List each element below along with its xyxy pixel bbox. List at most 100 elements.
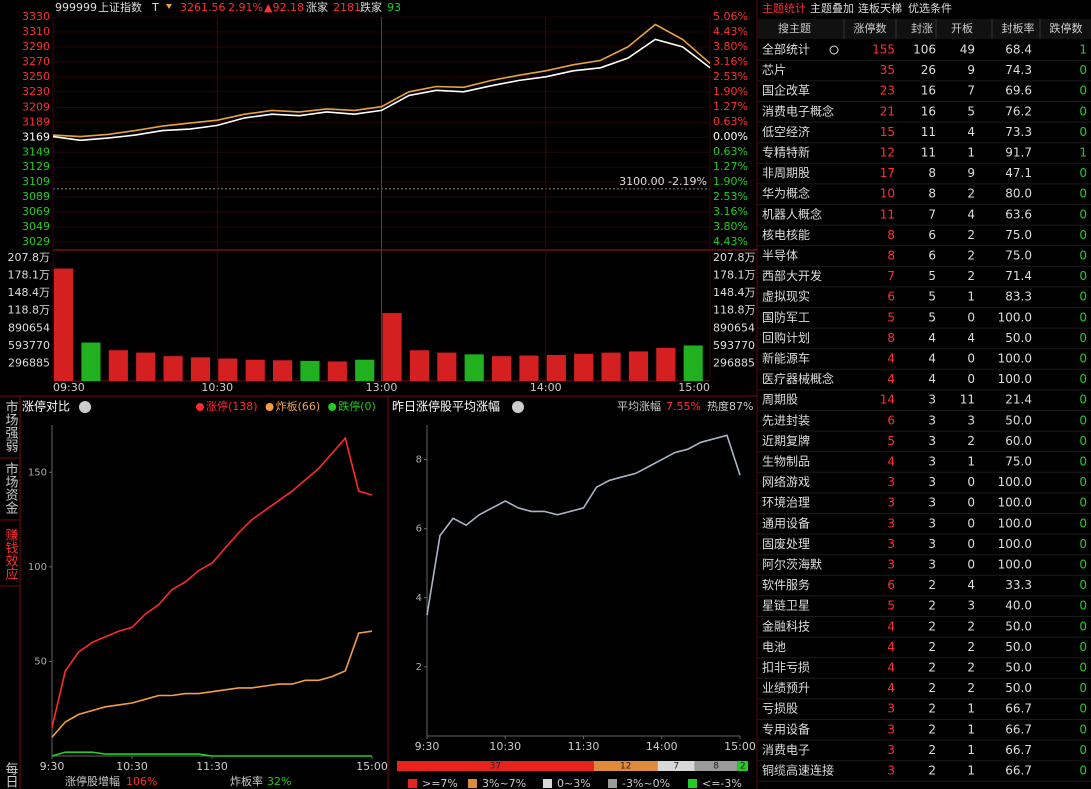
column-header[interactable]: 涨停数 — [854, 21, 887, 35]
legend-swatch — [408, 779, 417, 788]
row-name: 核电核能 — [762, 228, 810, 242]
volume-bar — [546, 354, 566, 381]
cell: 0 — [1079, 104, 1087, 118]
header-row — [758, 19, 1091, 39]
volume-bar — [464, 354, 484, 381]
volume-bar — [656, 347, 676, 381]
y-tick-label: 207.8万 — [8, 251, 51, 264]
info-icon[interactable] — [512, 401, 524, 413]
segment-label: 12 — [620, 762, 631, 772]
cell: 7 — [928, 207, 936, 221]
cell: 83.3 — [1005, 290, 1032, 304]
cell: 100.0 — [998, 537, 1032, 551]
y-tick-label: 50 — [34, 656, 47, 667]
y-tick-label: 3169 — [22, 130, 50, 143]
cell: 2 — [967, 228, 975, 242]
row-name: 半导体 — [762, 249, 798, 263]
y2-tick-label: 3.80% — [713, 40, 748, 53]
cell: 0 — [1079, 207, 1087, 221]
cell: 3 — [928, 455, 936, 469]
label: 热度87% — [707, 399, 753, 413]
row-name: 铜缆高速连接 — [762, 763, 834, 778]
tab[interactable]: 连板天梯 — [858, 1, 902, 15]
row-name: 新能源车 — [762, 351, 810, 366]
y2-tick-label: 1.27% — [713, 100, 748, 113]
y-tick-label: 2 — [416, 662, 422, 673]
cell: 0 — [1079, 702, 1087, 716]
row-name: 通用设备 — [762, 516, 810, 530]
y-tick-label: 296885 — [8, 356, 50, 369]
side-tab[interactable]: 每日 — [3, 761, 19, 788]
cell: 0 — [1079, 249, 1087, 263]
cell: 0 — [1079, 681, 1087, 695]
x-tick-label: 10:30 — [116, 760, 148, 773]
cell: 2 — [967, 619, 975, 633]
y2-tick-label: 2.53% — [713, 190, 748, 203]
cell: 0 — [1079, 578, 1087, 592]
cell: 3 — [887, 743, 895, 757]
row-name: 专精特新 — [762, 145, 810, 160]
cell: 0 — [1079, 743, 1087, 757]
cell: 0 — [1079, 166, 1087, 180]
x-tick-label: 15:00 — [724, 740, 756, 753]
row-name: 电池 — [762, 640, 786, 654]
column-header[interactable]: 封涨 — [911, 21, 933, 35]
column-header[interactable]: 跌停数 — [1050, 21, 1083, 35]
tab[interactable]: 优选条件 — [908, 1, 952, 15]
distribution-segment — [397, 761, 594, 771]
volume-bar — [163, 356, 183, 381]
cell: 0 — [1079, 372, 1087, 386]
toggle-icon[interactable] — [829, 45, 839, 55]
column-header[interactable]: 搜主题 — [778, 21, 811, 35]
cell: 0 — [1079, 187, 1087, 201]
label: 93 — [387, 1, 401, 14]
cell: 2 — [928, 599, 936, 613]
y-tick-label: 3049 — [22, 220, 50, 233]
cell: 12 — [880, 146, 895, 160]
side-tab[interactable]: 市场资金 — [3, 461, 19, 514]
tab[interactable]: 主题统计 — [762, 2, 806, 15]
row-name: 华为概念 — [762, 186, 810, 201]
cell: 9 — [967, 63, 975, 77]
cell: 75.0 — [1005, 228, 1032, 242]
cell: 3 — [887, 475, 895, 489]
x-tick-label: 11:30 — [568, 740, 600, 753]
label: 106% — [126, 775, 157, 788]
row-name: 星链卫星 — [762, 598, 810, 613]
cell: 3 — [887, 537, 895, 551]
cell: 0 — [1079, 537, 1087, 551]
cell: 1 — [967, 722, 975, 736]
cell: 4 — [887, 372, 895, 386]
side-tab[interactable]: 赚钱效应 — [3, 527, 19, 580]
cell: 10 — [880, 187, 895, 201]
column-header[interactable]: 开板 — [951, 21, 973, 35]
row-name: 先进封装 — [762, 413, 810, 427]
cell: 8 — [887, 249, 895, 263]
info-icon[interactable] — [79, 401, 91, 413]
cell: 0 — [1079, 455, 1087, 469]
y-tick-label: 178.1万 — [713, 269, 756, 282]
legend-swatch — [468, 779, 477, 788]
volume-bar — [355, 359, 375, 381]
x-tick-label: 14:00 — [646, 740, 678, 753]
side-tab[interactable]: 市场强弱 — [3, 399, 19, 452]
column-header[interactable]: 封板率 — [1002, 21, 1035, 35]
cell: 69.6 — [1005, 84, 1032, 98]
cell: 4 — [967, 578, 975, 592]
label: 2.91% — [228, 1, 263, 14]
cell: 1 — [967, 146, 975, 160]
cell: 155 — [872, 43, 895, 57]
cell: 15 — [880, 125, 895, 139]
cell: 1 — [967, 455, 975, 469]
tab[interactable]: 主题叠加 — [810, 2, 854, 15]
cell: 3 — [928, 516, 936, 530]
label: ▲92.18 — [264, 1, 304, 14]
cell: 0 — [1079, 599, 1087, 613]
y2-tick-label: 3.16% — [713, 55, 748, 68]
cell: 3 — [928, 558, 936, 572]
cell: 60.0 — [1005, 434, 1032, 448]
cell: 0 — [1079, 84, 1087, 98]
cell: 2 — [928, 578, 936, 592]
label: 上证指数 — [98, 0, 142, 14]
